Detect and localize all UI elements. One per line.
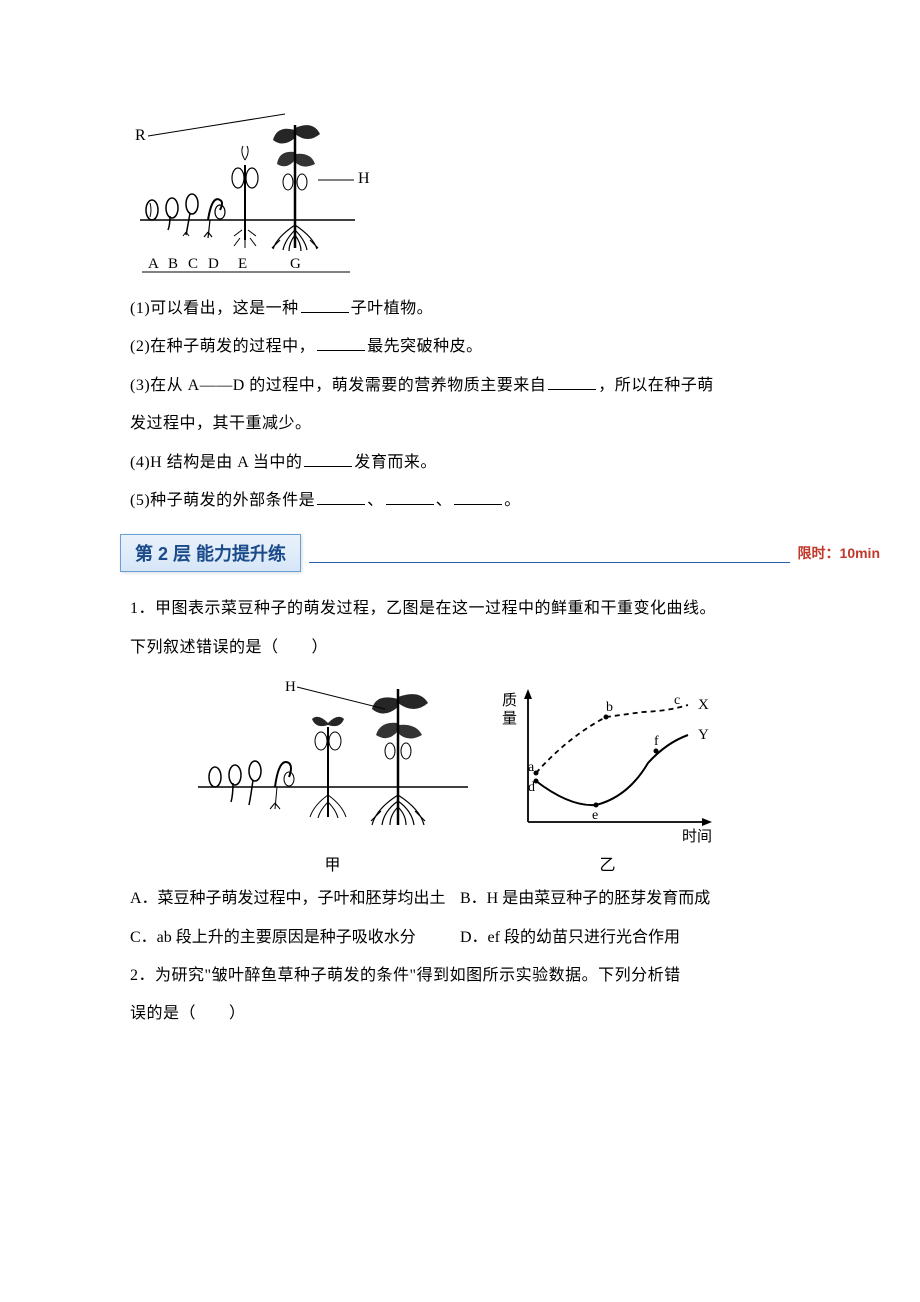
label-h: H xyxy=(358,170,370,187)
label-r: R xyxy=(135,127,146,144)
blank-3 xyxy=(548,372,596,390)
germination-stages-figure: R H xyxy=(130,110,370,275)
figure-yi-chart: 质 量 时间 a b c X d xyxy=(488,677,728,847)
svg-text:c: c xyxy=(674,693,680,708)
figure-jia-panel: H xyxy=(193,677,473,875)
section-2-title: 第 2 层 能力提升练 xyxy=(120,534,301,572)
blank-2 xyxy=(317,334,365,352)
opt-a: A．菜豆种子萌发过程中，子叶和胚芽均出土 xyxy=(130,880,460,918)
question-1-1: (1)可以看出，这是一种子叶植物。 xyxy=(130,290,790,328)
blank-5a xyxy=(317,487,365,505)
figure-label-jia: 甲 xyxy=(193,851,473,875)
p2-q1-line1: 1．甲图表示菜豆种子的萌发过程，乙图是在这一过程中的鲜重和干重变化曲线。 xyxy=(130,590,790,628)
svg-text:Y: Y xyxy=(698,727,709,743)
figure-jia: H xyxy=(193,677,473,847)
svg-text:B: B xyxy=(168,256,178,272)
svg-text:A: A xyxy=(148,256,159,272)
opt-b: B．H 是由菜豆种子的胚芽发育而成 xyxy=(460,880,790,918)
blank-1 xyxy=(301,295,349,313)
question-1-3b: 发过程中，其干重减少。 xyxy=(130,405,790,443)
question-1-4: (4)H 结构是由 A 当中的发育而来。 xyxy=(130,444,790,482)
question-1-3a: (3)在从 A——D 的过程中，萌发需要的营养物质主要来自，所以在种子萌 xyxy=(130,367,790,405)
svg-text:f: f xyxy=(654,734,659,749)
blank-5c xyxy=(454,487,502,505)
opt-c: C．ab 段上升的主要原因是种子吸收水分 xyxy=(130,919,460,957)
q1-options: A．菜豆种子萌发过程中，子叶和胚芽均出土 B．H 是由菜豆种子的胚芽发育而成 C… xyxy=(130,880,790,957)
section-2-header: 第 2 层 能力提升练 限时：10min xyxy=(120,534,880,572)
svg-text:C: C xyxy=(188,256,198,272)
p2-q1-line2: 下列叙述错误的是（ ） xyxy=(130,629,790,667)
svg-text:量: 量 xyxy=(502,711,517,727)
section-2-time: 限时：10min xyxy=(798,543,880,563)
p2-q2-line2: 误的是（ ） xyxy=(130,995,790,1033)
svg-text:H: H xyxy=(285,679,296,695)
svg-text:b: b xyxy=(606,700,613,715)
svg-text:e: e xyxy=(592,808,598,823)
section-divider xyxy=(309,562,790,563)
figure-row: H xyxy=(130,677,790,875)
question-1-5: (5)种子萌发的外部条件是、、。 xyxy=(130,482,790,520)
opt-d: D．ef 段的幼苗只进行光合作用 xyxy=(460,919,790,957)
question-1-2: (2)在种子萌发的过程中，最先突破种皮。 xyxy=(130,328,790,366)
blank-4 xyxy=(304,449,352,467)
blank-5b xyxy=(386,487,434,505)
svg-text:d: d xyxy=(528,780,535,795)
figure-label-yi: 乙 xyxy=(488,851,728,875)
svg-text:质: 质 xyxy=(502,692,517,709)
svg-text:G: G xyxy=(290,256,301,272)
svg-text:D: D xyxy=(208,256,219,272)
svg-text:a: a xyxy=(528,760,535,775)
p2-q2-line1: 2．为研究"皱叶醉鱼草种子萌发的条件"得到如图所示实验数据。下列分析错 xyxy=(130,957,790,995)
svg-text:E: E xyxy=(238,256,247,272)
figure-yi-panel: 质 量 时间 a b c X d xyxy=(488,677,728,875)
svg-text:X: X xyxy=(698,697,709,713)
svg-text:时间: 时间 xyxy=(682,828,712,845)
